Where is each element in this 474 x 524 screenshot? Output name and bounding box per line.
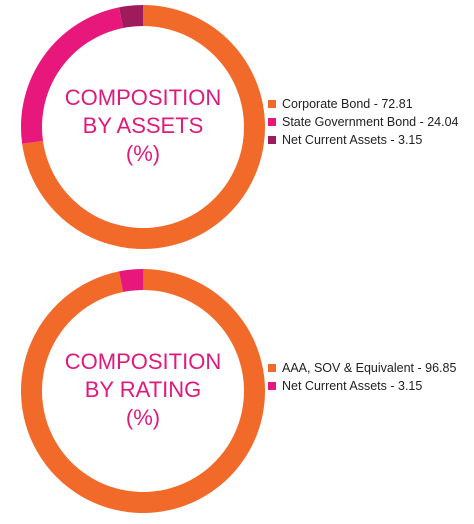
donut-chart: COMPOSITION BY RATING (%) <box>20 269 266 513</box>
legend-label: Corporate Bond - 72.81 <box>282 97 413 111</box>
legend-item: Net Current Assets - 3.15 <box>268 378 460 394</box>
legend-swatch <box>268 136 276 144</box>
legend-swatch <box>268 364 276 372</box>
legend-item: Corporate Bond - 72.81 <box>268 96 460 112</box>
legend-item: State Government Bond - 24.04 <box>268 114 460 130</box>
legend-item: AAA, SOV & Equivalent - 96.85 <box>268 360 460 376</box>
center-label: BY RATING <box>85 377 202 402</box>
donut-chart: COMPOSITION BY ASSETS (%) <box>21 5 265 249</box>
center-label: COMPOSITION <box>65 85 221 110</box>
donut-segment <box>21 7 124 144</box>
center-label: BY ASSETS <box>83 113 204 138</box>
legend-label: State Government Bond - 24.04 <box>282 115 459 129</box>
legend-swatch <box>268 100 276 108</box>
legend: AAA, SOV & Equivalent - 96.85 Net Current… <box>268 360 460 396</box>
donut-segment <box>119 269 143 292</box>
center-label: COMPOSITION <box>65 349 221 374</box>
center-label: (%) <box>126 141 160 166</box>
legend-label: AAA, SOV & Equivalent - 96.85 <box>282 361 457 375</box>
legend-item: Net Current Assets - 3.15 <box>268 132 460 148</box>
legend-label: Net Current Assets - 3.15 <box>282 379 423 393</box>
legend-swatch <box>268 118 276 126</box>
legend-swatch <box>268 382 276 390</box>
donut-segment <box>119 5 143 28</box>
legend-label: Net Current Assets - 3.15 <box>282 133 423 147</box>
center-label: (%) <box>126 405 160 430</box>
legend: Corporate Bond - 72.81 State Government B… <box>268 96 460 150</box>
